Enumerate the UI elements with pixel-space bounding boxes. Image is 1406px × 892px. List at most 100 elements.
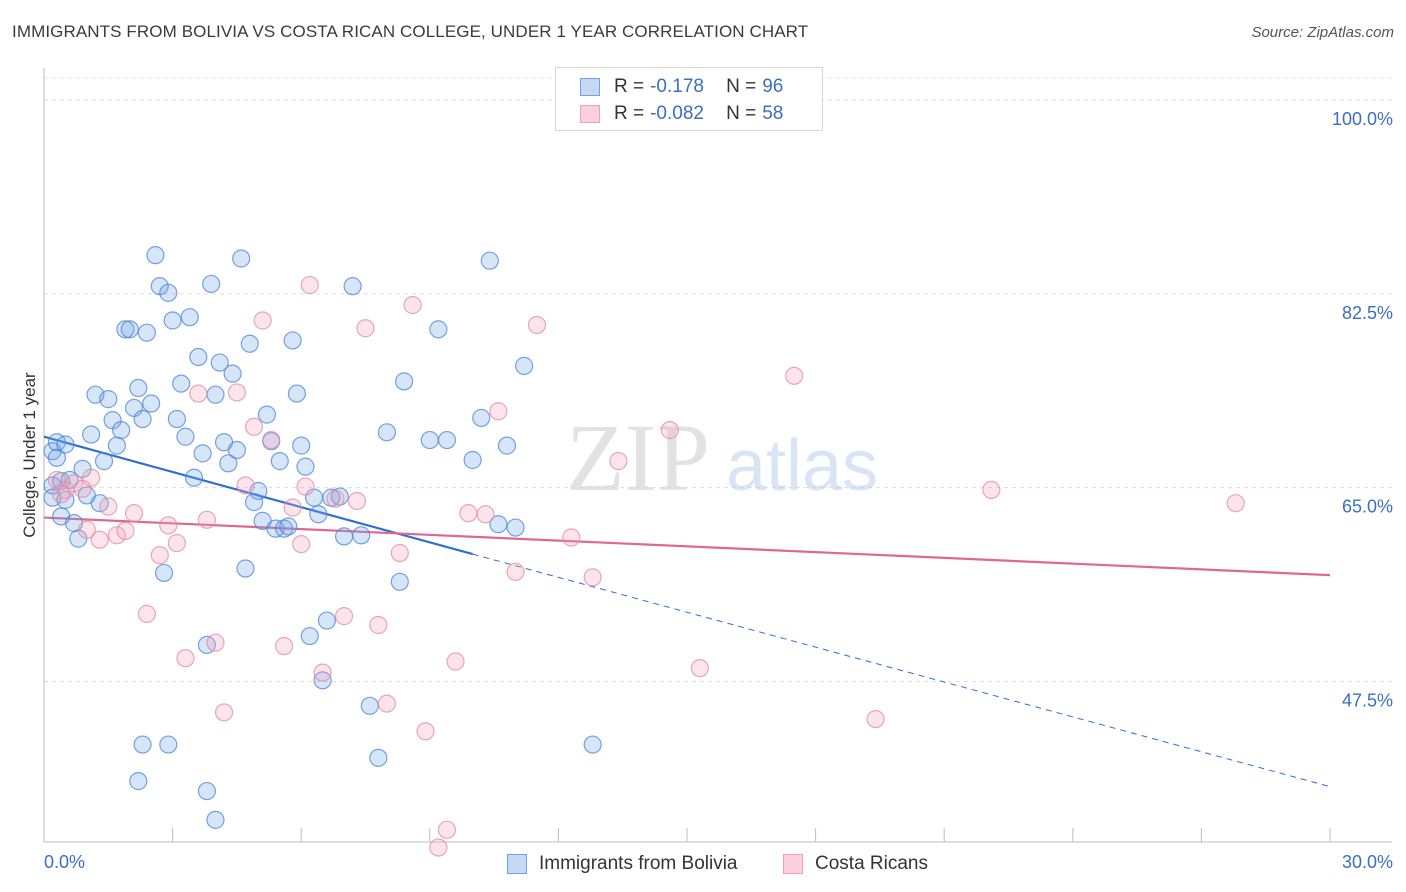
bolivia-point [369, 748, 388, 767]
bolivia-point [99, 390, 118, 409]
legend-label-costa-rica: Costa Ricans [815, 853, 928, 874]
costa-rica-point [429, 838, 448, 857]
costa-rica-point [347, 491, 367, 511]
y-tick-label: 100.0% [1332, 109, 1393, 129]
costa-rica-point [189, 384, 208, 403]
costa-rica-point [562, 528, 581, 547]
legend-swatch-costa-rica [580, 105, 600, 123]
bolivia-point [313, 671, 332, 690]
costa-rica-point [253, 311, 272, 330]
costa-rica-point [283, 498, 302, 517]
legend-swatch-costa-rica [783, 854, 803, 874]
costa-rica-point [214, 703, 234, 722]
y-tick-label: 47.5% [1342, 690, 1393, 710]
bolivia-point [112, 421, 131, 440]
bolivia-point [180, 308, 199, 327]
costa-rica-point [476, 505, 495, 524]
costa-rica-point [459, 504, 478, 523]
trend-line-extension [472, 553, 1331, 788]
bolivia-point [334, 527, 354, 546]
bolivia-point [159, 283, 178, 302]
bolivia-point [300, 626, 319, 646]
costa-rica-point [236, 476, 255, 495]
costa-rica-point [116, 521, 135, 540]
costa-rica-point [292, 535, 311, 554]
costa-rica-point [274, 636, 294, 656]
costa-rica-point [390, 543, 409, 563]
bolivia-point [206, 385, 225, 404]
costa-rica-point [326, 489, 345, 508]
bottom-legend-costa-rica[interactable]: Costa Ricans [783, 851, 928, 877]
legend-n-value: 96 [762, 76, 784, 97]
costa-rica-point [609, 452, 628, 471]
bolivia-point [176, 427, 195, 446]
costa-rica-point [489, 402, 508, 421]
costa-rica-point [77, 520, 96, 539]
costa-rica-point [300, 275, 319, 295]
trend-line [43, 516, 1331, 577]
bolivia-point [116, 320, 135, 339]
bolivia-point [360, 696, 379, 715]
legend-row-bolivia: R = -0.178 N = 96 [580, 74, 783, 100]
costa-rica-point [176, 649, 195, 668]
legend-r-value: -0.082 [650, 103, 704, 124]
bolivia-point [202, 274, 221, 294]
costa-rica-point [527, 315, 547, 335]
costa-rica-point [197, 510, 216, 529]
bolivia-point [257, 405, 277, 424]
bolivia-point [94, 452, 114, 471]
bolivia-point [506, 518, 525, 537]
costa-rica-point [107, 526, 126, 545]
bolivia-point [129, 772, 148, 791]
source-credit: Source: ZipAtlas.com [1251, 24, 1394, 41]
bolivia-point [232, 249, 251, 268]
bolivia-point [133, 735, 152, 754]
costa-rica-point [52, 485, 71, 504]
bolivia-point [146, 246, 165, 265]
bolivia-point [133, 409, 152, 429]
costa-rica-point [982, 480, 1001, 499]
bolivia-point [197, 781, 216, 801]
bolivia-point [515, 356, 534, 375]
costa-rica-point [227, 383, 246, 402]
chart-title: IMMIGRANTS FROM BOLIVIA VS COSTA RICAN C… [12, 22, 809, 41]
bolivia-point [129, 378, 148, 398]
correlation-legend: R = -0.178 N = 96 R = -0.082 N = 58 [555, 67, 823, 131]
costa-rica-point [583, 568, 602, 587]
bolivia-point [236, 559, 255, 578]
watermark-atlas: atlas [726, 426, 878, 506]
costa-rica-point [660, 421, 679, 440]
costa-rica-point [159, 516, 178, 535]
costa-rica-point [446, 652, 465, 671]
bolivia-point [167, 409, 186, 429]
bolivia-point [219, 454, 238, 473]
bolivia-point [317, 611, 337, 630]
costa-rica-point [150, 546, 169, 565]
x-tick-label-max: 30.0% [1341, 852, 1393, 872]
costa-rica-point [167, 533, 186, 553]
legend-r-label: R = [614, 103, 645, 124]
bolivia-point [163, 311, 182, 330]
bolivia-point [279, 517, 298, 536]
bolivia-point [283, 331, 302, 350]
bolivia-point [223, 364, 242, 383]
bottom-legend-bolivia[interactable]: Immigrants from Bolivia [507, 851, 738, 877]
bolivia-point [480, 251, 499, 270]
bolivia-point [240, 334, 259, 353]
x-tick-label-min: 0.0% [44, 852, 86, 872]
costa-rica-point [369, 615, 388, 635]
bolivia-point [107, 436, 126, 455]
bolivia-point [296, 457, 315, 476]
legend-swatch-bolivia [507, 854, 527, 874]
costa-rica-point [334, 607, 354, 626]
watermark-zip: ZIP [566, 404, 710, 511]
costa-rica-point [377, 694, 397, 713]
y-tick-label: 82.5% [1342, 303, 1393, 323]
costa-rica-point [244, 417, 264, 436]
legend-r-label: R = [614, 76, 645, 97]
bolivia-point [189, 347, 208, 367]
bolivia-point [193, 444, 212, 463]
legend-swatch-bolivia [580, 78, 600, 96]
bolivia-point [377, 423, 397, 442]
bolivia-point [244, 492, 264, 512]
